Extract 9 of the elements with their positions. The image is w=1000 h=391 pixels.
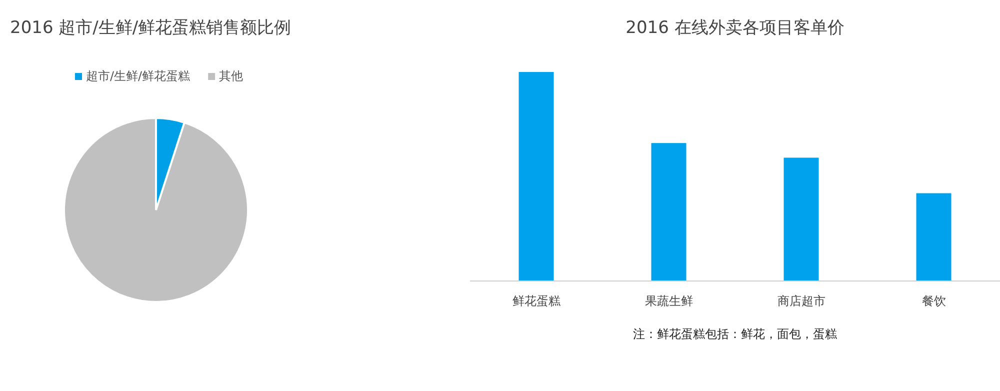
x-tick-label: 商店超市 [777,294,826,308]
legend-label: 超市/生鲜/鲜花蛋糕 [86,69,190,83]
legend-label: 其他 [219,69,244,83]
chart-title: 2016 超市/生鲜/鲜花蛋糕销售额比例 [10,18,292,38]
x-tick-label: 鲜花蛋糕 [512,294,560,308]
x-tick-label: 餐饮 [922,294,946,308]
x-tick-label: 果蔬生鲜 [644,294,693,308]
text: 注：鲜花蛋糕包括：鲜花，面包，蛋糕 [633,327,837,341]
chart-title: 2016 在线外卖各项目客单价 [626,18,844,38]
